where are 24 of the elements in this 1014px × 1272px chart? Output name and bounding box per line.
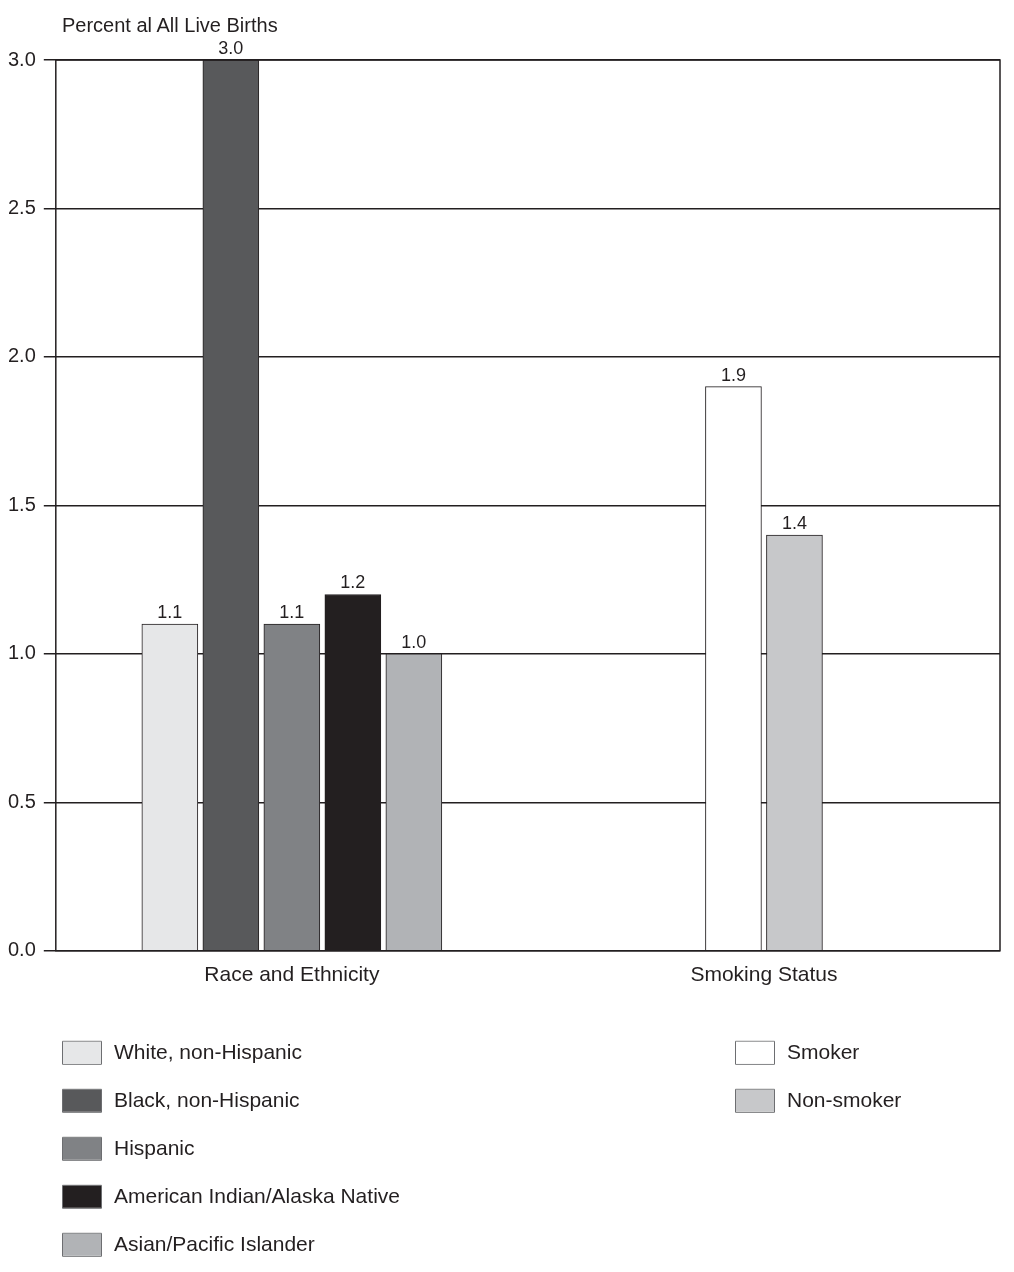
data-label: 1.1 [279,602,305,623]
legend-label: Hispanic [114,1135,195,1159]
data-label: 3.0 [218,37,244,58]
legend-label: Smoker [787,1039,860,1063]
legend-label: Black, non-Hispanic [114,1087,300,1111]
x-tick-label: Race and Ethnicity [204,962,380,986]
data-label: 1.0 [401,631,427,652]
legend-label: Asian/Pacific Islander [114,1231,315,1255]
y-tick-label: 2.0 [7,344,36,367]
x-tick-label: Smoking Status [690,962,838,986]
y-tick-label: 0.0 [7,938,36,961]
y-tick-label: 1.5 [7,492,36,515]
y-tick-label: 1.0 [7,641,36,664]
legend-label: White, non-Hispanic [114,1039,302,1063]
y-tick-label: 0.5 [7,789,36,812]
data-label: 1.1 [157,602,183,623]
legend-label: Non-smoker [787,1087,902,1111]
y-tick-label: 2.5 [7,195,36,218]
data-label: 1.9 [720,364,746,385]
y-axis-title: Percent al All Live Births [62,14,278,37]
data-label: 1.4 [781,513,807,534]
y-tick-label: 3.0 [7,47,36,70]
legend-label: American Indian/Alaska Native [114,1183,400,1207]
data-label: 1.2 [340,572,366,593]
